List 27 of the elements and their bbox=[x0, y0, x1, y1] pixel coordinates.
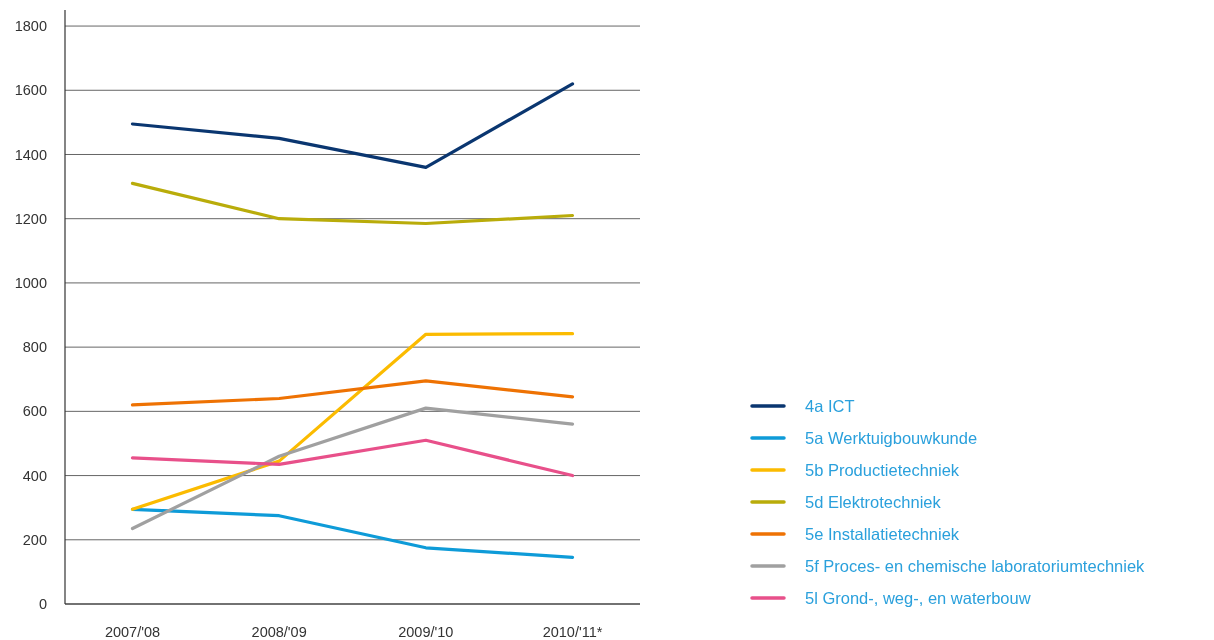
line-series bbox=[130, 406, 575, 531]
legend-label: 5e Installatietechniek bbox=[805, 524, 960, 543]
y-tick-label: 1800 bbox=[14, 18, 47, 35]
line-series bbox=[130, 438, 575, 478]
y-tick-label: 600 bbox=[22, 403, 47, 420]
legend-label: 5l Grond-, weg-, en waterbouw bbox=[805, 588, 1031, 607]
legend-label: 4a ICT bbox=[805, 396, 855, 415]
y-tick-label: 1600 bbox=[14, 82, 47, 99]
line-series bbox=[130, 332, 575, 511]
line-series bbox=[130, 181, 575, 226]
x-tick-label: 2009/'10 bbox=[398, 624, 454, 640]
y-tick-label: 0 bbox=[38, 596, 47, 613]
x-tick-label: 2010/'11* bbox=[542, 624, 603, 640]
y-tick-label: 1000 bbox=[14, 274, 47, 291]
line-series bbox=[130, 379, 575, 407]
legend-label: 5b Productietechniek bbox=[805, 460, 960, 479]
y-tick-label: 400 bbox=[22, 467, 47, 484]
y-tick-label: 200 bbox=[22, 531, 47, 548]
legend-label: 5a Werktuigbouwkunde bbox=[805, 428, 978, 447]
y-tick-label: 1400 bbox=[14, 146, 47, 163]
legend-label: 5f Proces- en chemische laboratoriumtechniek bbox=[805, 556, 1146, 575]
y-tick-label: 1200 bbox=[14, 210, 47, 227]
legend-label: 5d Elektrotechniek bbox=[805, 492, 942, 511]
x-tick-label: 2008/'09 bbox=[251, 624, 307, 640]
y-tick-label: 800 bbox=[22, 339, 47, 356]
line-series bbox=[130, 82, 575, 169]
x-tick-label: 2007/'08 bbox=[104, 624, 161, 640]
